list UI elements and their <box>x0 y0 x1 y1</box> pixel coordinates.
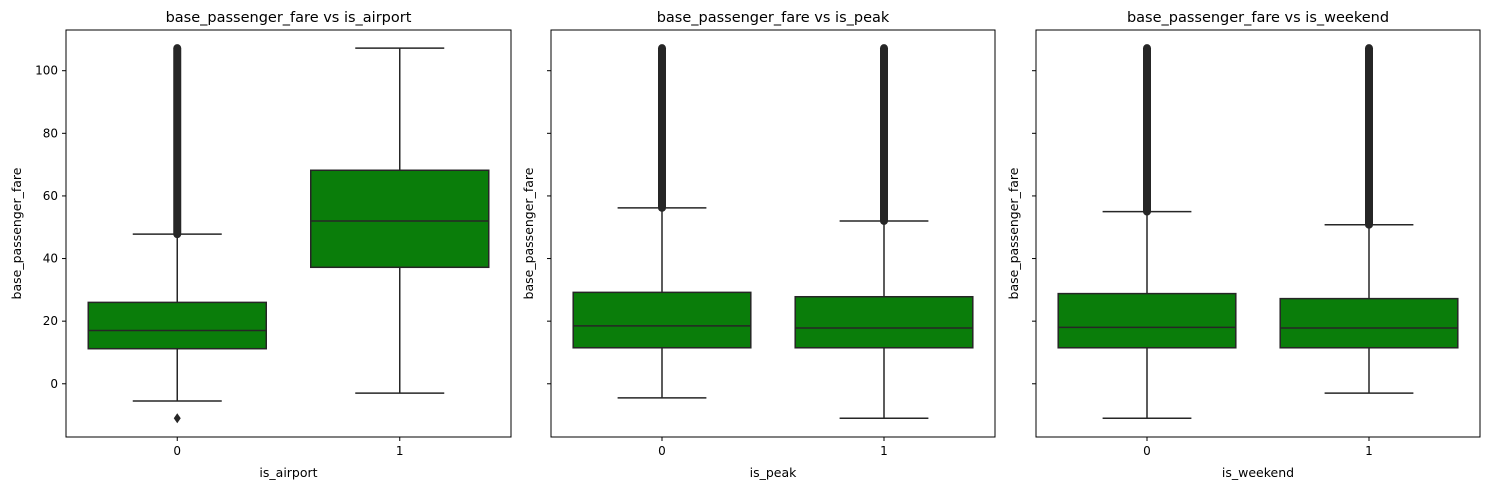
box-0 <box>572 44 752 399</box>
box-iqr <box>310 169 490 269</box>
plot-frame <box>550 29 996 438</box>
plot-frame <box>65 29 512 438</box>
y-tick-label: 0 <box>50 377 58 391</box>
y-tick-label: 40 <box>43 252 58 266</box>
y-axis-label: base_passenger_fare <box>521 167 536 299</box>
y-tick-label: 80 <box>43 126 58 140</box>
y-tick-label: 20 <box>43 314 58 328</box>
chart-title: base_passenger_fare vs is_weekend <box>1127 10 1389 26</box>
box-1 <box>1279 44 1459 394</box>
x-axis-label: is_peak <box>750 465 798 480</box>
x-tick-label: 0 <box>1143 444 1151 458</box>
x-axis-label: is_airport <box>259 465 317 480</box>
x-tick-label: 1 <box>880 444 888 458</box>
chart-panel-1: 0 1 base_passenger_fare vs is_peak is_peak b… <box>521 10 996 480</box>
plot-frame <box>1035 29 1481 438</box>
outlier-point <box>173 413 181 424</box>
y-tick-label: 60 <box>43 189 58 203</box>
x-tick-label: 0 <box>173 444 181 458</box>
chart-panel-2: 0 1 base_passenger_fare vs is_weekend is_we… <box>1006 10 1481 480</box>
chart-panel-0: 0 20 40 60 80 100 0 1 base_passenger_fare vs is_… <box>9 10 512 480</box>
x-tick-label: 0 <box>658 444 666 458</box>
box-iqr <box>794 295 974 349</box>
box-0 <box>1057 44 1237 419</box>
y-tick-label: 100 <box>35 64 58 78</box>
y-axis-label: base_passenger_fare <box>9 167 24 299</box>
y-axis-label: base_passenger_fare <box>1006 167 1021 299</box>
box-iqr <box>1057 292 1237 349</box>
chart-title: base_passenger_fare vs is_airport <box>166 10 412 26</box>
chart-title: base_passenger_fare vs is_peak <box>657 10 890 26</box>
x-tick-label: 1 <box>1365 444 1373 458</box>
box-iqr <box>87 301 267 350</box>
box-1 <box>794 44 974 419</box>
box-1 <box>310 47 490 394</box>
x-axis-label: is_weekend <box>1222 465 1294 480</box>
box-0 <box>87 44 267 424</box>
x-tick-label: 1 <box>396 444 404 458</box>
box-iqr <box>572 291 752 349</box>
box-iqr <box>1279 297 1459 349</box>
